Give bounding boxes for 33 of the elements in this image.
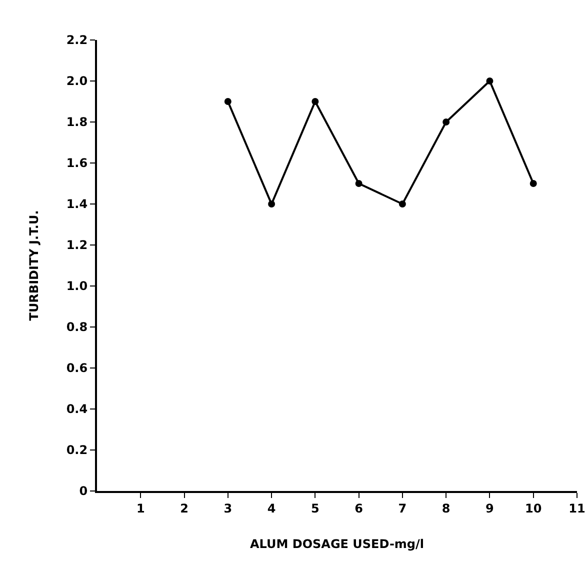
y-tick-label: 1.6 [66, 156, 88, 170]
y-tick-label: 1.8 [66, 115, 88, 130]
point [355, 180, 362, 187]
point [486, 78, 494, 84]
x-tick-label: 7 [398, 501, 407, 516]
y-tick-label: 0 [79, 484, 88, 498]
x-tick-label: 4 [267, 501, 276, 516]
y-tick-label: 0.2 [66, 443, 88, 458]
y-tick-label: 1.0 [66, 279, 88, 294]
y-axis-title: TURBIDITY J.T.U. [27, 210, 42, 321]
y-tick-label: 0.8 [66, 320, 88, 334]
x-tick-label: 5 [311, 501, 320, 516]
point [398, 200, 406, 208]
point [268, 200, 276, 208]
x-tick-label: 9 [486, 501, 494, 516]
x-tick-label: 1 [136, 501, 145, 516]
y-tick-label: 0.6 [66, 361, 88, 376]
y-tick-label: 1.4 [66, 197, 88, 212]
y-tick-label: 1.2 [66, 238, 88, 252]
x-tick-label: 2 [180, 501, 188, 516]
x-tick-label: 10 [525, 501, 542, 516]
point [530, 180, 537, 187]
y-tick-label: 2.2 [66, 33, 88, 48]
x-axis-title: ALUM DOSAGE USED-mg/l [250, 536, 424, 551]
x-tick-label: 8 [442, 501, 450, 516]
point [224, 98, 232, 105]
y-tick-label: 0.4 [66, 402, 88, 416]
x-tick-label: 3 [224, 501, 232, 516]
y-tick-label: 2.0 [66, 74, 88, 88]
point [442, 118, 450, 126]
point [312, 98, 319, 105]
x-tick-label: 11 [568, 501, 586, 516]
x-tick-label: 6 [354, 501, 363, 516]
